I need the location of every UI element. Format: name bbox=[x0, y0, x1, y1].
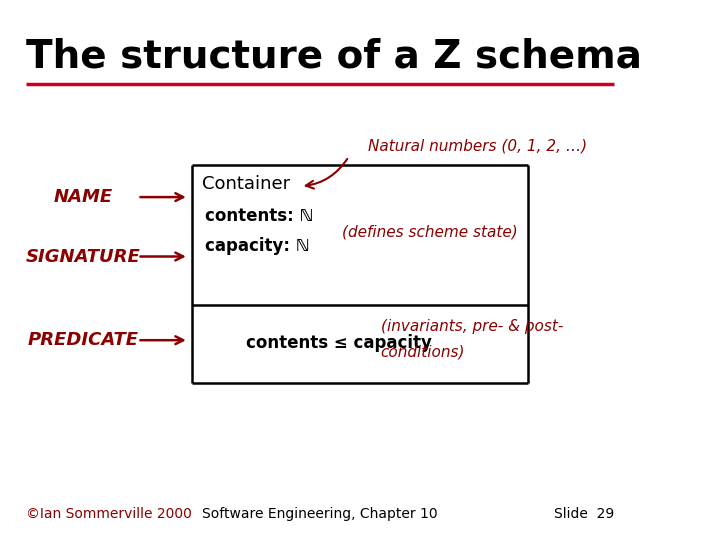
Text: (invariants, pre- & post-: (invariants, pre- & post- bbox=[381, 319, 563, 334]
Text: SIGNATURE: SIGNATURE bbox=[26, 247, 140, 266]
Text: contents: ℕ: contents: ℕ bbox=[204, 207, 313, 225]
Text: Software Engineering, Chapter 10: Software Engineering, Chapter 10 bbox=[202, 507, 438, 521]
Text: contents ≤ capacity: contents ≤ capacity bbox=[246, 334, 432, 352]
Text: The structure of a Z schema: The structure of a Z schema bbox=[26, 38, 642, 76]
Text: PREDICATE: PREDICATE bbox=[27, 331, 139, 349]
Text: Slide  29: Slide 29 bbox=[554, 507, 614, 521]
Text: capacity: ℕ: capacity: ℕ bbox=[204, 237, 310, 255]
Text: ©Ian Sommerville 2000: ©Ian Sommerville 2000 bbox=[26, 507, 192, 521]
Text: Container: Container bbox=[202, 174, 289, 193]
Text: Natural numbers (0, 1, 2, …): Natural numbers (0, 1, 2, …) bbox=[368, 138, 587, 153]
Text: conditions): conditions) bbox=[381, 345, 465, 360]
Text: NAME: NAME bbox=[53, 188, 113, 206]
Text: (defines scheme state): (defines scheme state) bbox=[342, 225, 518, 240]
